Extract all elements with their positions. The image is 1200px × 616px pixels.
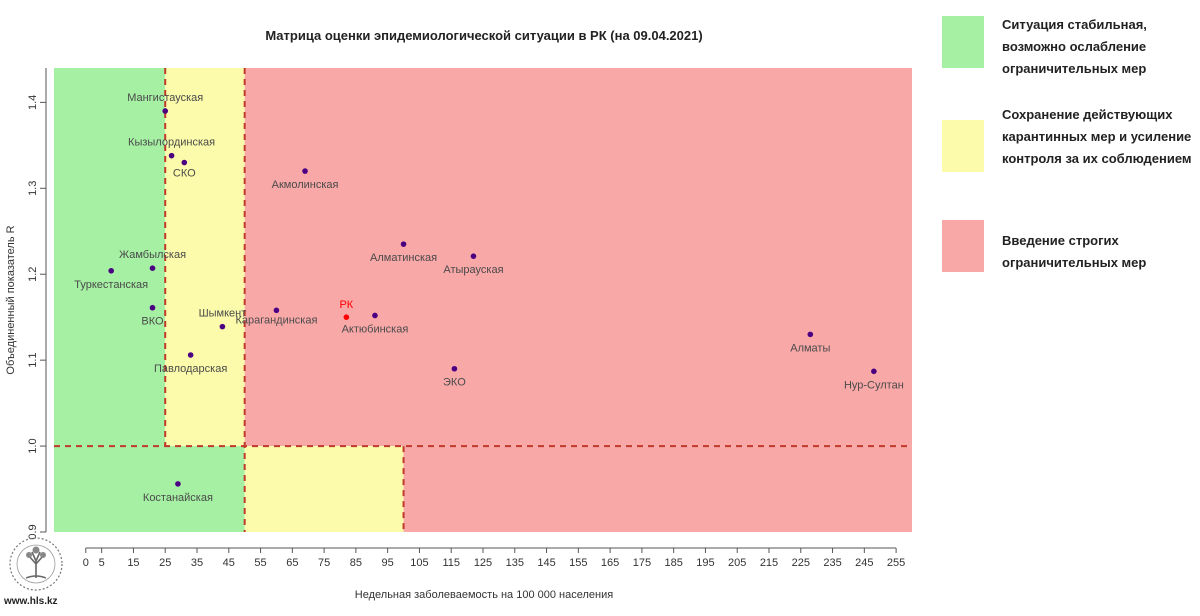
zone-red-lower [403,446,912,532]
data-point-label: Алматы [790,342,830,354]
x-tick-label: 95 [382,557,394,569]
x-tick-label: 75 [318,557,330,569]
zone-red-upper [244,68,912,447]
legend-text-green: Ситуация стабильная, возможно ослабление… [1002,17,1147,76]
data-point-label: Мангистауская [127,92,203,104]
axes: 0.9 1.0 1.1 1.2 1.3 1.4 0 5 15 25 35 45 55 65 75 85 95 10… [27,68,905,569]
data-point-label: Кызылординская [128,137,215,149]
data-point [162,108,169,114]
x-tick-label: 155 [569,557,587,569]
legend-swatch-yellow [942,120,984,172]
x-tick-label: 245 [855,557,873,569]
data-point-label: Алматинская [370,252,437,264]
data-point [871,368,877,375]
legend-swatch-red [942,220,984,272]
x-tick-label: 135 [506,557,524,569]
y-tick-label: 1.2 [27,267,39,282]
y-tick-label: 1.0 [27,438,39,453]
x-tick-label: 35 [191,557,203,569]
x-tick-label: 255 [887,557,905,569]
x-tick-label: 5 [99,557,105,569]
data-point-label: Атырауская [443,264,503,276]
data-point-label: Жамбылская [119,249,186,261]
data-point-label: Нур-Султан [844,379,904,391]
zone-yellow-lower [244,446,404,532]
x-tick-label: 195 [696,557,714,569]
x-tick-label: 175 [633,557,651,569]
y-tick-label: 1.4 [27,95,39,110]
zone-yellow-upper [165,68,245,447]
x-tick-label: 25 [159,557,171,569]
data-point-label: ЭКО [443,377,466,389]
zone-green-upper [54,68,166,447]
chart-title: Матрица оценки эпидемиологической ситуац… [265,28,702,43]
x-tick-label: 165 [601,557,619,569]
data-point [219,323,226,330]
data-point-label: ВКО [141,316,164,328]
data-point-label: Актюбинская [342,323,409,335]
data-point [343,314,350,320]
data-point [168,152,175,159]
data-point-label: Туркестанская [74,279,148,291]
data-point [273,307,280,314]
x-axis-label: Недельная заболеваемость на 100 000 насе… [355,589,613,601]
data-point-label: Павлодарская [154,363,227,375]
x-tick-label: 145 [537,557,555,569]
data-point-label: СКО [173,168,196,180]
legend-text-red: Введение строгих ограничительных мер [1002,233,1147,270]
y-axis-label: Объединенный показатель R [5,225,17,374]
zone-green-lower [54,446,245,532]
data-point [149,265,156,272]
footer-url: www.hls.kz [4,596,58,607]
x-tick-label: 205 [728,557,746,569]
y-tick-label: 0.9 [27,524,39,539]
data-point [302,168,308,174]
data-point [470,253,477,259]
x-tick-label: 215 [760,557,778,569]
data-point-label: Карагандинская [235,314,317,326]
data-point [400,241,407,247]
data-point [451,365,458,372]
x-tick-label: 115 [442,557,460,569]
zones [54,68,912,532]
legend-text-yellow: Сохранение действующих карантинных мер и… [1002,107,1192,166]
data-point-label: РК [339,299,353,311]
x-tick-label: 225 [792,557,810,569]
data-point [187,352,194,358]
x-tick-label: 15 [127,557,139,569]
legend-swatch-green [942,16,984,68]
data-point [108,267,114,274]
data-point [175,481,181,487]
y-tick-label: 1.1 [27,352,39,367]
x-tick-label: 185 [664,557,682,569]
data-point-label: Шымкент [199,308,247,320]
data-point-label: Акмолинская [272,179,339,191]
x-tick-label: 235 [823,557,841,569]
y-tick-label: 1.3 [27,181,39,196]
x-tick-label: 65 [286,557,298,569]
x-tick-label: 85 [350,557,362,569]
data-point [181,159,188,166]
x-tick-label: 105 [410,557,428,569]
x-tick-label: 55 [254,557,266,569]
data-point [149,304,156,311]
hls-logo-icon [9,537,63,591]
data-points: Мангистауская Кызылординская СКО Акмолинска… [74,92,904,504]
x-tick-label: 0 [83,557,89,569]
data-point-label: Костанайская [143,492,213,504]
data-point [372,312,378,319]
x-tick-label: 125 [474,557,492,569]
data-point [807,331,814,338]
x-tick-label: 45 [223,557,235,569]
threshold-lines [54,68,912,532]
